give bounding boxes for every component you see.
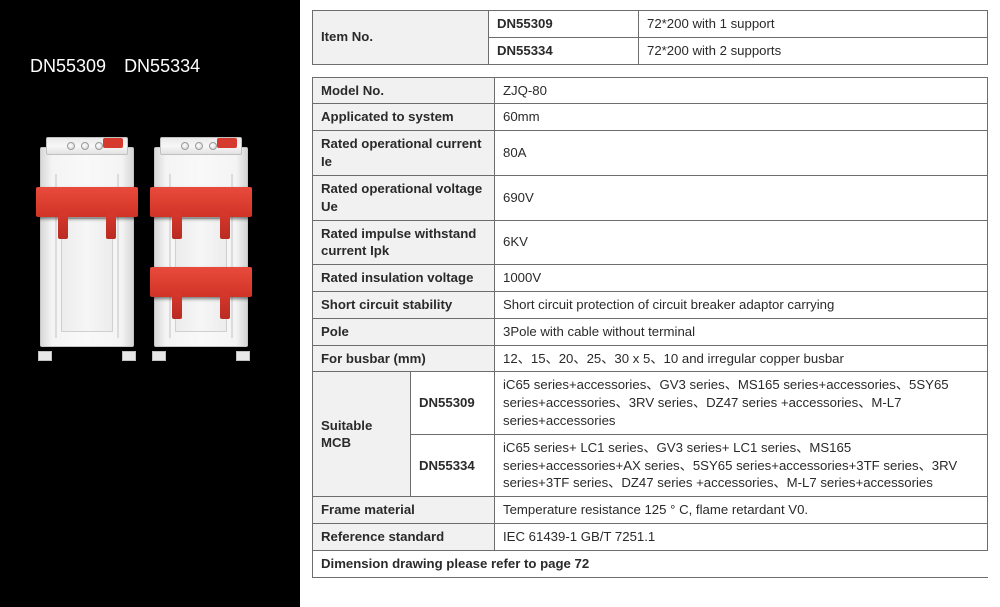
spec-value-8: 12、15、20、25、30 x 5、10 and irregular copp… [495,345,988,372]
product-illustrations [40,137,248,357]
mcb-code-0: DN55309 [411,372,495,434]
frame-material-label: Frame material [313,497,495,524]
spec-label-3: Rated operational voltage Ue [313,175,495,220]
spec-value-3: 690V [495,175,988,220]
mcb-value-1: iC65 series+ LC1 series、GV3 series+ LC1 … [495,434,988,496]
reference-std-value: IEC 61439-1 GB/T 7251.1 [495,524,988,551]
spec-value-7: 3Pole with cable without terminal [495,318,988,345]
product-labels: DN55309 DN55334 [30,56,200,77]
suitable-mcb-label: Suitable MCB [313,372,411,497]
spec-label-0: Model No. [313,77,495,104]
spec-value-0: ZJQ-80 [495,77,988,104]
dimension-footer: Dimension drawing please refer to page 7… [313,550,988,577]
spec-label-1: Applicated to system [313,104,495,131]
product-image-dn55334 [154,137,248,357]
spec-label-8: For busbar (mm) [313,345,495,372]
spec-value-2: 80A [495,131,988,176]
spec-value-4: 6KV [495,220,988,265]
item-number-table: Item No. DN55309 72*200 with 1 support D… [312,10,988,65]
frame-material-value: Temperature resistance 125 ° C, flame re… [495,497,988,524]
mcb-code-1: DN55334 [411,434,495,496]
spec-label-6: Short circuit stability [313,291,495,318]
item-desc-0: 72*200 with 1 support [639,11,988,38]
reference-std-label: Reference standard [313,524,495,551]
mcb-value-0: iC65 series+accessories、GV3 series、MS165… [495,372,988,434]
item-no-header: Item No. [313,11,489,65]
product-label-1: DN55309 [30,56,106,77]
spec-value-1: 60mm [495,104,988,131]
product-label-2: DN55334 [124,56,200,77]
spec-label-7: Pole [313,318,495,345]
spec-table: Model No.ZJQ-80 Applicated to system60mm… [312,77,988,578]
spec-panel: Item No. DN55309 72*200 with 1 support D… [300,0,1000,607]
item-code-1: DN55334 [489,37,639,64]
spec-label-4: Rated impulse withstand current Ipk [313,220,495,265]
spec-label-2: Rated operational current Ie [313,131,495,176]
product-image-dn55309 [40,137,134,357]
item-desc-1: 72*200 with 2 supports [639,37,988,64]
spec-label-5: Rated insulation voltage [313,265,495,292]
spec-value-6: Short circuit protection of circuit brea… [495,291,988,318]
item-code-0: DN55309 [489,11,639,38]
product-image-panel: DN55309 DN55334 [0,0,300,607]
spec-value-5: 1000V [495,265,988,292]
